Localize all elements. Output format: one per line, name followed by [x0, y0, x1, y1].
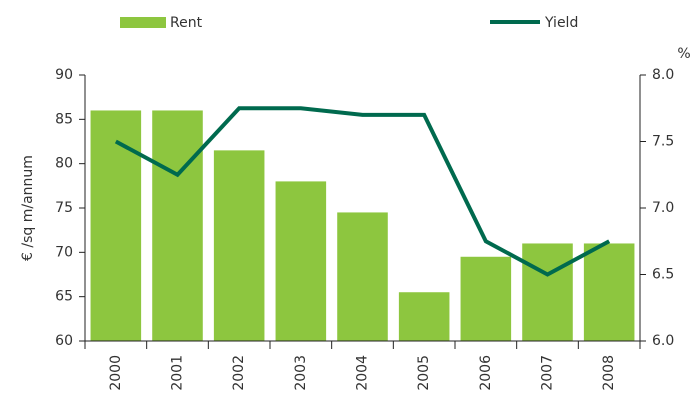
y-tick-label: 85	[55, 111, 73, 127]
legend-swatch	[120, 17, 166, 28]
y-tick-label: 90	[55, 67, 73, 83]
line	[114, 106, 611, 277]
x-tick-label: 2008	[601, 355, 617, 391]
bar	[522, 243, 573, 341]
bar	[90, 110, 142, 341]
x-tick-label: 2007	[540, 355, 556, 391]
y2-tick-label: 7.0	[652, 200, 674, 216]
x-tick-label: 2000	[108, 355, 124, 391]
bar	[398, 292, 450, 341]
legend-label: Yield	[544, 15, 578, 31]
y-tick-label: 75	[55, 200, 73, 216]
y2-tick-label: 7.5	[652, 134, 674, 150]
y-tick-label: 60	[55, 333, 73, 349]
legend-label: Rent	[170, 15, 203, 31]
y2-tick-label: 8.0	[652, 67, 674, 83]
x-tick-label: 2001	[170, 355, 186, 391]
y-tick-label: 70	[55, 244, 73, 260]
y2-tick-label: 6.5	[652, 267, 674, 283]
x-tick-label: 2003	[293, 355, 309, 391]
x-tick-label: 2002	[231, 355, 247, 391]
bar	[275, 181, 327, 341]
y2-axis-label: %	[677, 46, 690, 62]
bar	[337, 212, 388, 341]
bar	[213, 150, 265, 341]
y-tick-label: 80	[55, 156, 73, 172]
x-tick-label: 2005	[416, 355, 432, 391]
x-tick-label: 2006	[478, 355, 494, 391]
bar	[152, 110, 203, 341]
bar	[583, 243, 635, 341]
y-axis-label: € /sq m/annum	[20, 155, 36, 261]
x-tick-label: 2004	[355, 355, 371, 391]
y-tick-label: 65	[55, 289, 73, 305]
y2-tick-label: 6.0	[652, 333, 674, 349]
bar	[460, 256, 512, 341]
